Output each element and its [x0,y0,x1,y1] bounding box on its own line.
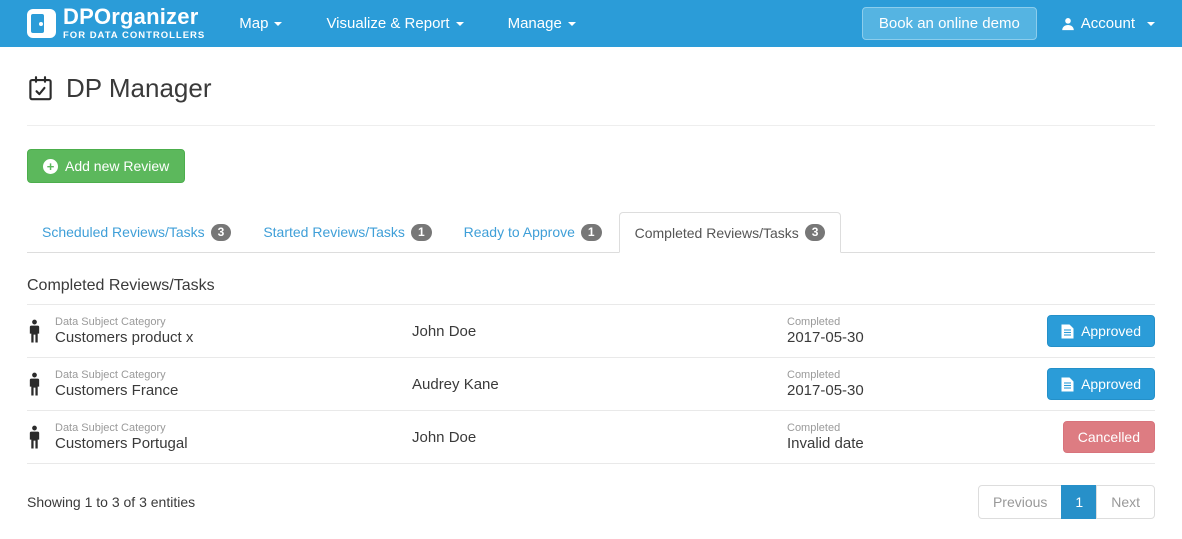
completed-date: 2017-05-30 [787,329,864,347]
assignee-name: John Doe [412,428,477,446]
divider [27,125,1155,126]
table-row: Data Subject Category Customers Portugal… [27,411,1155,465]
count-badge: 1 [410,223,432,241]
table-row: Data Subject Category Customers France A… [27,358,1155,412]
category-label: Data Subject Category [55,316,166,329]
pagination-next[interactable]: Next [1096,485,1155,520]
caret-down-icon [455,21,464,26]
tab-scheduled-reviews[interactable]: Scheduled Reviews/Tasks 3 [27,212,246,252]
category-label: Data Subject Category [55,369,166,382]
status-button-cancelled[interactable]: Cancelled [1062,421,1155,454]
nav-menu: Map Visualize & Report Manage [239,15,576,32]
file-text-icon [1061,324,1074,339]
door-logo-icon [27,9,56,38]
pagination-page-1[interactable]: 1 [1061,485,1098,520]
assignee-name: John Doe [412,322,477,340]
file-text-icon [1061,377,1074,392]
caret-down-icon [567,21,576,26]
add-new-review-button[interactable]: + Add new Review [27,149,186,183]
calendar-check-icon [29,76,52,101]
completed-label: Completed [787,422,841,435]
top-navbar: DPOrganizer FOR DATA CONTROLLERS Map Vis… [0,0,1182,47]
category-label: Data Subject Category [55,422,166,435]
plus-circle-icon: + [43,158,58,174]
category-value: Customers France [55,382,179,400]
caret-down-icon [1147,21,1155,26]
status-button-approved[interactable]: Approved [1047,315,1155,348]
account-label: Account [1080,15,1135,32]
count-badge: 1 [580,223,602,241]
pagination: Previous 1 Next [977,485,1155,520]
user-icon [1062,17,1074,30]
brand-logo[interactable]: DPOrganizer FOR DATA CONTROLLERS [27,6,205,41]
count-badge: 3 [804,224,826,242]
person-icon [27,319,41,344]
category-value: Customers product x [55,329,194,347]
completed-date: Invalid date [787,435,864,453]
brand-tagline: FOR DATA CONTROLLERS [63,30,206,42]
tab-completed-reviews[interactable]: Completed Reviews/Tasks 3 [618,212,842,254]
brand-name: DPOrganizer [63,4,199,30]
completed-date: 2017-05-30 [787,382,864,400]
section-heading: Completed Reviews/Tasks [27,277,1155,306]
person-icon [27,425,41,450]
status-button-approved[interactable]: Approved [1047,368,1155,401]
account-menu[interactable]: Account [1061,15,1155,32]
page-title: DP Manager [66,73,212,103]
count-badge: 3 [210,223,232,241]
caret-down-icon [274,21,283,26]
book-demo-button[interactable]: Book an online demo [861,7,1037,40]
person-icon [27,372,41,397]
review-tabs: Scheduled Reviews/Tasks 3 Started Reviews… [27,212,1155,254]
tab-started-reviews[interactable]: Started Reviews/Tasks 1 [248,212,446,252]
nav-item-map[interactable]: Map [239,15,283,32]
table-row: Data Subject Category Customers product … [27,305,1155,359]
completed-label: Completed [787,369,841,382]
tab-ready-to-approve[interactable]: Ready to Approve 1 [449,212,617,252]
completed-label: Completed [787,316,841,329]
category-value: Customers Portugal [55,435,188,453]
nav-item-visualize-report[interactable]: Visualize & Report [326,15,464,32]
nav-item-manage[interactable]: Manage [508,15,576,32]
pagination-previous[interactable]: Previous [977,485,1063,520]
entities-summary: Showing 1 to 3 of 3 entities [27,494,196,511]
assignee-name: Audrey Kane [412,375,499,393]
